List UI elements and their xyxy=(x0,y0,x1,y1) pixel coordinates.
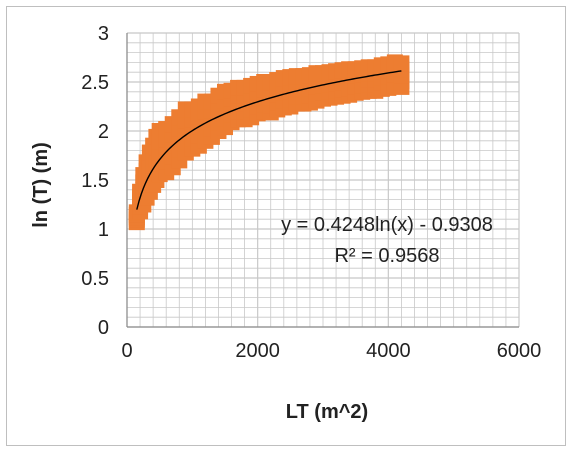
y-tick-label: 0.5 xyxy=(81,268,109,290)
trendline-r-squared: R² = 0.9568 xyxy=(334,245,439,267)
y-tick-label: 0 xyxy=(98,317,109,339)
tick-labels: 0 2000 4000 6000 0 0.5 1 1.5 2 2.5 3 xyxy=(81,23,541,362)
data-points xyxy=(128,54,410,231)
chart-frame: 0 2000 4000 6000 0 0.5 1 1.5 2 2.5 3 y = 0.4248ln(… xyxy=(6,6,566,446)
trendline-layer xyxy=(136,70,402,210)
x-tick-label: 4000 xyxy=(366,340,411,362)
x-tick-label: 2000 xyxy=(235,340,280,362)
y-tick-label: 3 xyxy=(98,23,109,45)
x-tick-label: 0 xyxy=(121,340,132,362)
y-tick-label: 2 xyxy=(98,121,109,143)
x-tick-label: 6000 xyxy=(497,340,542,362)
x-axis-title: LT (m^2) xyxy=(286,401,368,423)
y-tick-label: 2.5 xyxy=(81,72,109,94)
axes xyxy=(126,33,519,328)
trendline xyxy=(136,70,402,210)
scatter-chart: 0 2000 4000 6000 0 0.5 1 1.5 2 2.5 3 y = 0.4248ln(… xyxy=(30,23,541,423)
y-tick-label: 1.5 xyxy=(81,170,109,192)
data-point xyxy=(393,55,410,72)
y-axis-title: ln (T) (m) xyxy=(30,142,52,228)
trendline-equation: y = 0.4248ln(x) - 0.9308 xyxy=(281,214,493,236)
y-tick-label: 1 xyxy=(98,219,109,241)
